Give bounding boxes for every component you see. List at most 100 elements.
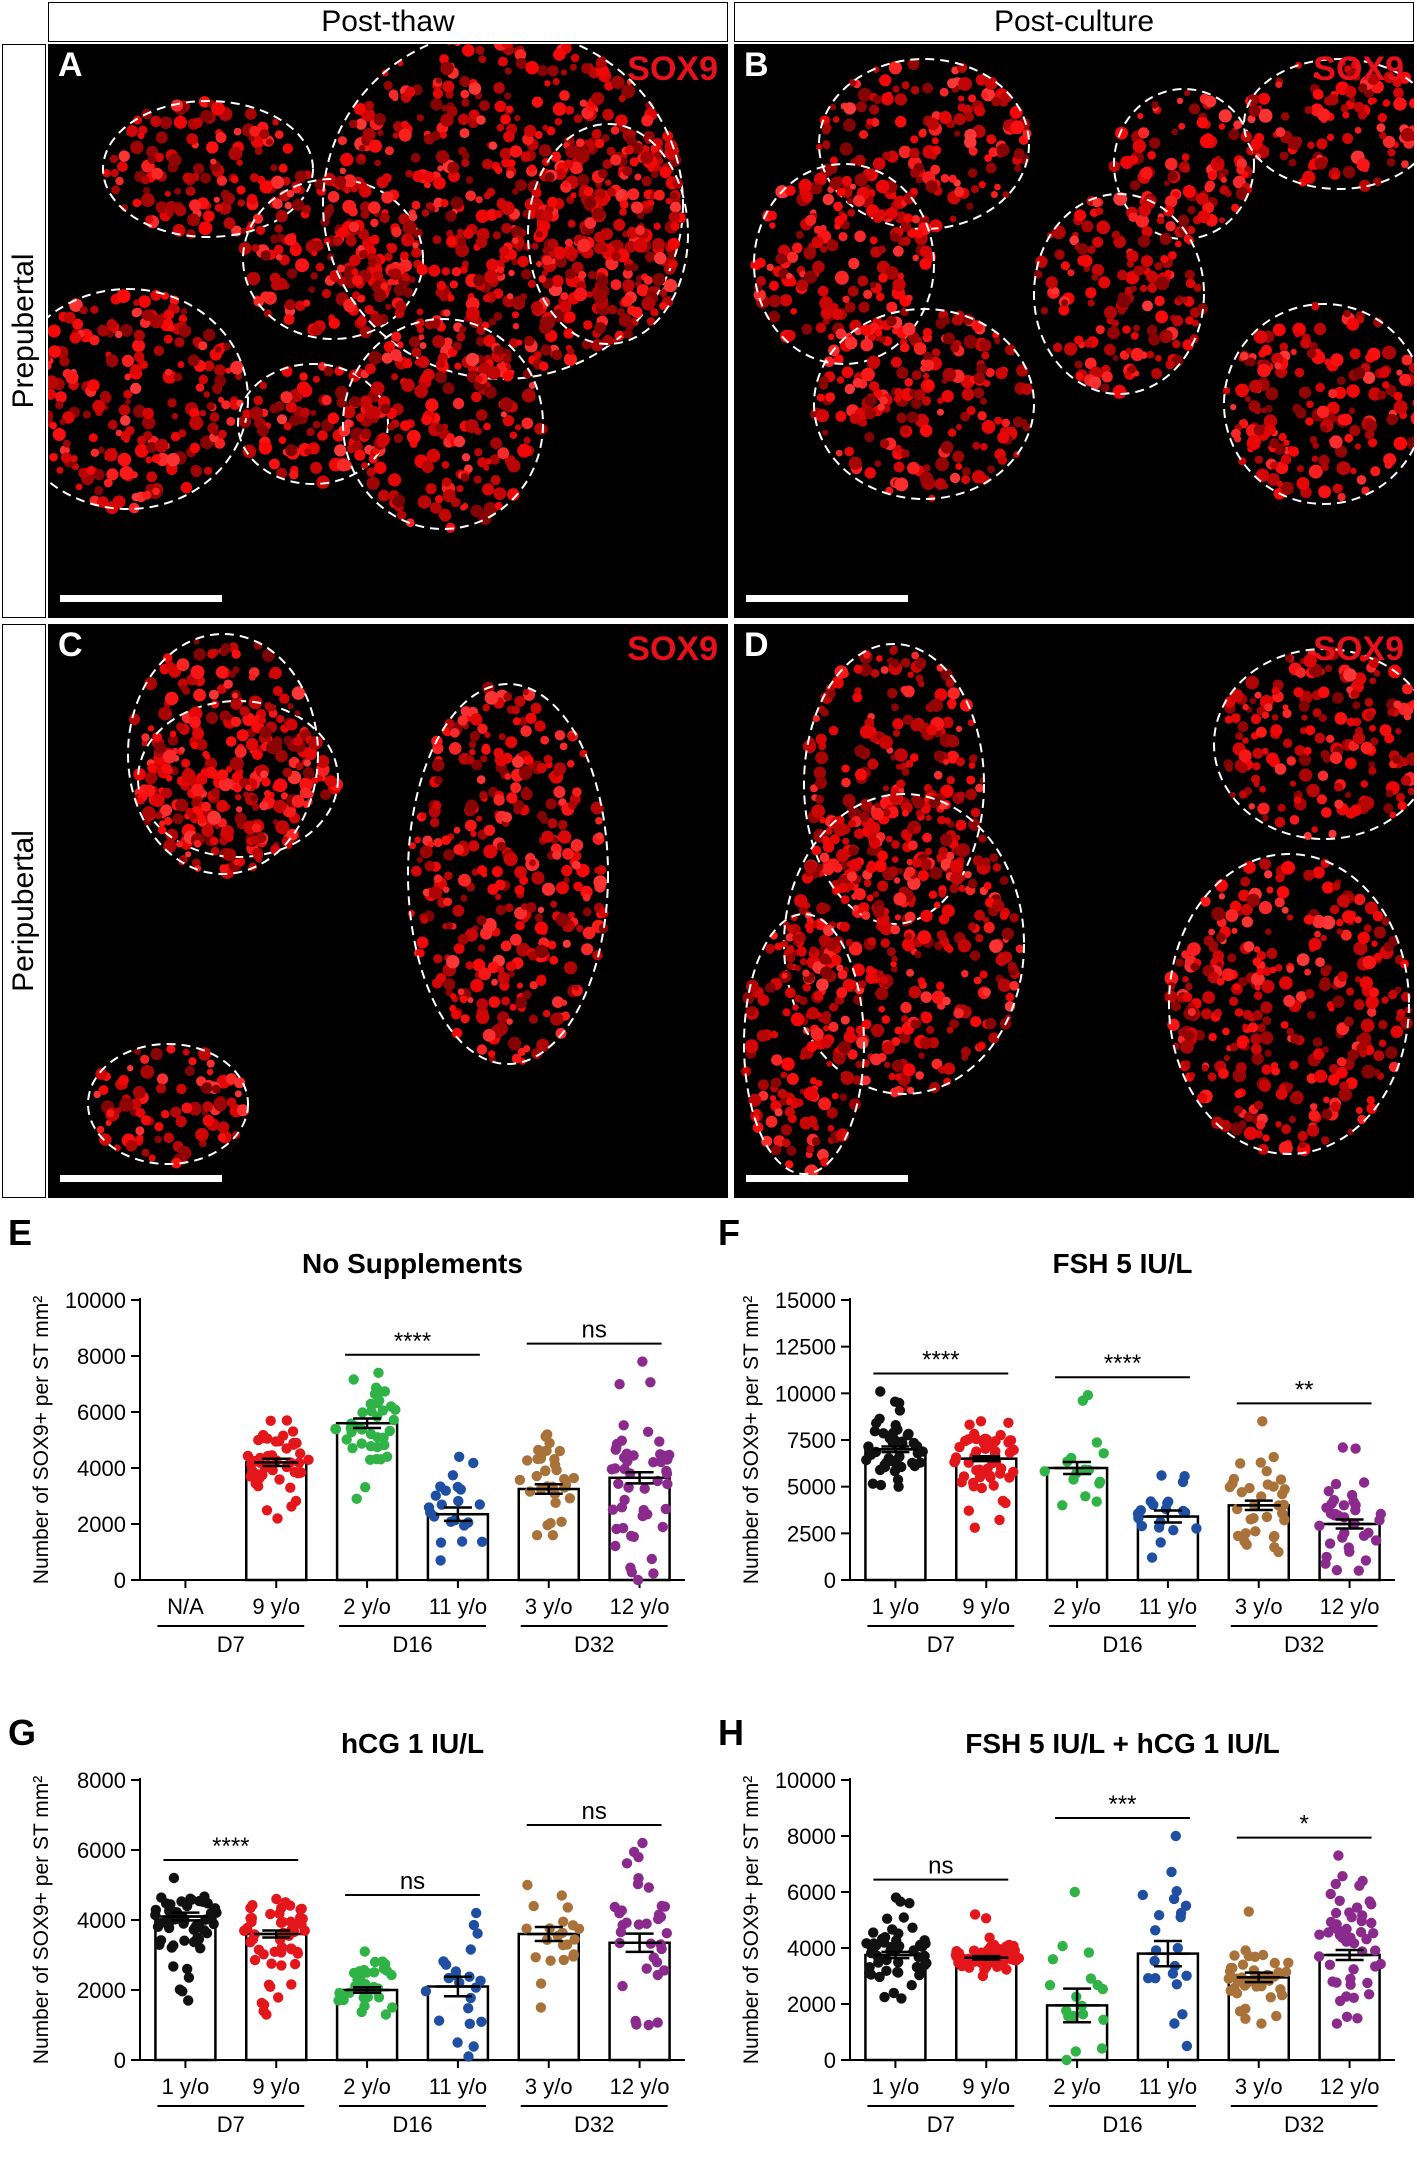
data-point <box>390 1405 400 1415</box>
nucleus <box>477 775 486 784</box>
nucleus <box>986 163 997 174</box>
nucleus <box>1020 419 1028 427</box>
nucleus <box>1101 383 1110 392</box>
nucleus <box>849 457 862 470</box>
nucleus <box>952 315 962 325</box>
nucleus <box>361 428 372 439</box>
nucleus <box>1394 437 1408 451</box>
nucleus <box>652 273 665 286</box>
nucleus <box>1332 996 1344 1008</box>
nucleus <box>201 825 213 837</box>
nucleus <box>499 733 506 740</box>
nucleus <box>414 837 421 844</box>
nucleus <box>541 210 553 222</box>
nucleus <box>1376 1051 1384 1059</box>
nucleus <box>1354 102 1365 113</box>
nucleus <box>552 350 563 361</box>
nucleus <box>659 289 667 297</box>
nucleus <box>617 308 625 316</box>
nucleus <box>891 840 900 849</box>
nucleus <box>1140 351 1147 358</box>
nucleus <box>510 432 517 439</box>
nucleus <box>869 105 879 115</box>
nucleus <box>998 456 1007 465</box>
nucleus <box>1341 104 1349 112</box>
nucleus <box>500 114 511 125</box>
nucleus <box>892 85 899 92</box>
data-point <box>271 1436 281 1446</box>
nucleus <box>568 801 577 810</box>
nucleus <box>143 431 152 440</box>
nucleus <box>1249 380 1262 393</box>
nucleus <box>442 477 451 486</box>
nucleus <box>961 970 968 977</box>
nucleus <box>1214 1009 1222 1017</box>
nucleus <box>478 944 485 951</box>
data-point <box>658 1522 668 1532</box>
nucleus <box>814 226 822 234</box>
nucleus <box>235 813 247 825</box>
nucleus <box>489 996 501 1008</box>
nucleus <box>1318 485 1331 498</box>
nucleus <box>237 186 246 195</box>
nucleus <box>994 338 1000 344</box>
nucleus <box>177 361 184 368</box>
nucleus <box>329 318 340 329</box>
nucleus <box>1309 938 1322 951</box>
nucleus <box>765 944 775 954</box>
nucleus <box>385 253 393 261</box>
nucleus <box>565 239 573 247</box>
nucleus <box>457 237 466 246</box>
nucleus <box>1130 180 1140 190</box>
nucleus <box>1339 1082 1348 1091</box>
nucleus <box>540 816 548 824</box>
nucleus <box>1046 276 1058 288</box>
nucleus <box>641 115 653 127</box>
nucleus <box>142 806 155 819</box>
nucleus <box>1244 1112 1254 1122</box>
nucleus <box>971 808 981 818</box>
nucleus <box>160 804 172 816</box>
nucleus <box>816 734 827 745</box>
nucleus <box>456 332 465 341</box>
nucleus <box>183 173 193 183</box>
nucleus <box>597 275 609 287</box>
data-point <box>617 1502 627 1512</box>
nucleus <box>826 941 836 951</box>
nucleus <box>272 736 282 746</box>
nucleus <box>670 221 679 230</box>
nucleus <box>529 1015 538 1024</box>
nucleus <box>1257 803 1269 815</box>
nucleus <box>177 658 190 671</box>
nucleus <box>994 184 1001 191</box>
nucleus <box>1133 140 1146 153</box>
nucleus <box>522 389 536 403</box>
nucleus <box>556 913 569 926</box>
nucleus <box>954 187 964 197</box>
nucleus <box>421 414 432 425</box>
nucleus <box>110 155 118 163</box>
nucleus <box>474 428 481 435</box>
y-tick-label: 15000 <box>775 1288 836 1313</box>
nucleus <box>753 1122 764 1133</box>
nucleus <box>868 937 876 945</box>
nucleus <box>224 713 232 721</box>
nucleus <box>813 1124 819 1130</box>
nucleus <box>875 460 882 467</box>
nucleus <box>930 153 937 160</box>
nucleus <box>510 782 521 793</box>
nucleus <box>559 823 566 830</box>
nucleus <box>351 268 358 275</box>
nucleus <box>1242 737 1249 744</box>
nucleus <box>923 464 931 472</box>
nucleus <box>1309 1110 1320 1121</box>
nucleus <box>120 415 131 426</box>
nucleus <box>1355 127 1362 134</box>
nucleus <box>243 792 249 798</box>
nucleus <box>1290 1061 1299 1070</box>
nucleus <box>917 930 931 944</box>
nucleus <box>1259 901 1272 914</box>
nucleus <box>442 81 454 93</box>
nucleus <box>853 195 864 206</box>
